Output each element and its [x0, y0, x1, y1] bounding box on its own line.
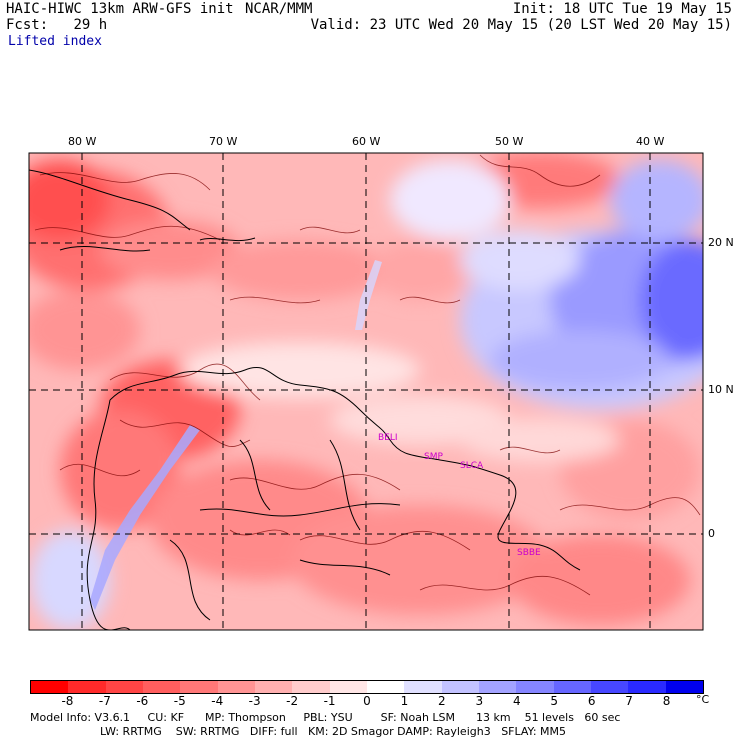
lat-label-0: 0 — [708, 527, 715, 540]
colorbar-tick-label: -2 — [286, 694, 299, 708]
station-slca: SLCA — [460, 461, 484, 471]
colorbar-tick-label: -6 — [136, 694, 149, 708]
center-label: NCAR/MMM — [245, 1, 313, 17]
colorbar-tick-label: -8 — [61, 694, 74, 708]
colorbar-tick-label: -4 — [211, 694, 224, 708]
model-title: HAIC-HIWC 13km ARW-GFS init — [6, 1, 234, 17]
lon-label-80w: 80 W — [68, 135, 97, 148]
colorbar-segment — [665, 681, 703, 693]
init-time: Init: 18 UTC Tue 19 May 15 — [512, 1, 732, 17]
colorbar-segment — [516, 681, 554, 693]
colorbar-tick-label: 0 — [363, 694, 371, 708]
colorbar-segment — [404, 681, 442, 693]
lon-label-60w: 60 W — [352, 135, 381, 148]
colorbar-tick-label: 6 — [587, 694, 596, 708]
station-beli: BELI — [378, 433, 398, 443]
colorbar-segment — [628, 681, 666, 693]
colorbar-segment — [329, 681, 367, 693]
fcst-value: 29 h — [73, 17, 108, 33]
field-shading — [29, 153, 703, 630]
colorbar-tick-label: 4 — [512, 694, 521, 708]
colorbar-segment — [180, 681, 218, 693]
map-frame — [28, 152, 704, 631]
colorbar-segment — [217, 681, 255, 693]
colorbar-tick-label: 5 — [550, 694, 559, 708]
colorbar-segment — [292, 681, 330, 693]
colorbar-tick-label: -3 — [248, 694, 261, 708]
colorbar-tick-label: -7 — [98, 694, 111, 708]
colorbar-tick-label: 2 — [438, 694, 446, 708]
colorbar-segment — [31, 681, 69, 693]
graticule — [29, 153, 703, 630]
colorbar-tick-label: 8 — [662, 694, 671, 708]
colorbar-segment — [590, 681, 629, 693]
colorbar — [30, 680, 704, 694]
colorbar-segment — [254, 681, 293, 693]
coastlines — [29, 169, 581, 630]
station-smp: SMP — [424, 452, 443, 462]
colorbar-segment — [142, 681, 181, 693]
valid-time: Valid: 23 UTC Wed 20 May 15 (20 LST Wed … — [310, 17, 732, 33]
colorbar-tick-label: 1 — [400, 694, 409, 708]
colorbar-tick-label: 7 — [625, 694, 633, 708]
field-name: Lifted index — [8, 34, 102, 49]
colorbar-tick-label: -5 — [173, 694, 186, 708]
lon-label-50w: 50 W — [495, 135, 524, 148]
colorbar-tick-label: -1 — [323, 694, 336, 708]
station-sbbe: SBBE — [517, 548, 541, 558]
colorbar-segment — [553, 681, 591, 693]
lon-label-70w: 70 W — [209, 135, 238, 148]
colorbar-unit: °C — [696, 693, 710, 706]
colorbar-segment — [105, 681, 143, 693]
model-info-line2: LW: RRTMG SW: RRTMG DIFF: full KM: 2D Sm… — [100, 725, 566, 738]
colorbar-segment — [478, 681, 517, 693]
lat-label-20n: 20 N — [708, 236, 734, 249]
model-info-line1: Model Info: V3.6.1 CU: KF MP: Thompson P… — [30, 711, 621, 724]
colorbar-tick-label: 3 — [475, 694, 484, 708]
lat-label-10n: 10 N — [708, 383, 734, 396]
colorbar-segment — [366, 681, 405, 693]
colorbar-segment — [68, 681, 106, 693]
fcst-label: Fcst: — [6, 17, 49, 33]
colorbar-segment — [441, 681, 479, 693]
lon-label-40w: 40 W — [636, 135, 665, 148]
forecast-hour: Fcst: 29 h — [6, 17, 107, 33]
